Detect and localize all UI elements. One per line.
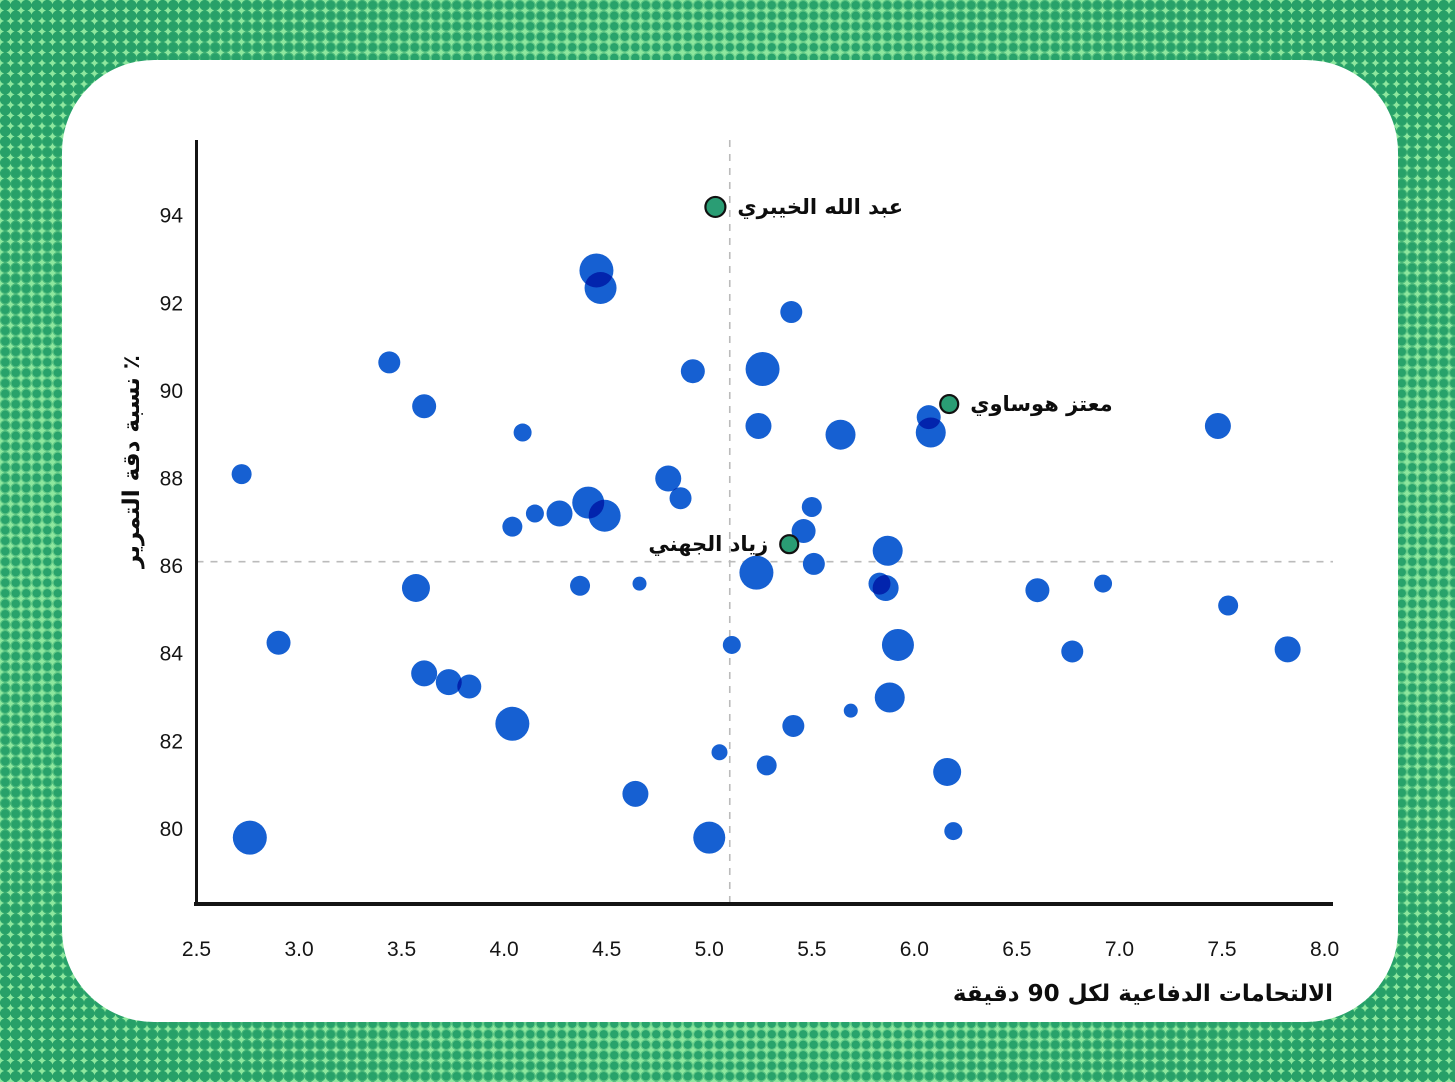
bubble: [584, 271, 617, 304]
bubble: [872, 575, 899, 601]
bubble: [933, 757, 962, 786]
chart-card: [62, 60, 1398, 1022]
bubble: [739, 555, 774, 590]
bubble: [525, 504, 544, 523]
bubble: [872, 535, 903, 566]
bubble: [791, 519, 816, 544]
y-tick-label: 80: [160, 818, 183, 841]
bubble: [915, 417, 946, 448]
bubble: [1094, 574, 1113, 593]
x-tick-label: 3.5: [387, 938, 416, 961]
bubble: [266, 630, 291, 655]
bubble: [693, 821, 726, 854]
bubble: [1025, 578, 1050, 603]
x-axis-title: الالتحامات الدفاعية لكل 90 دقيقة: [953, 981, 1333, 1007]
x-tick-label: 6.0: [900, 938, 929, 961]
bubble: [669, 487, 692, 510]
bubble: [495, 706, 530, 741]
y-axis-title: نسبة دقة التمرير ٪: [119, 355, 145, 569]
bubble: [412, 394, 437, 419]
highlighted-player-label: زياد الجهني: [648, 532, 768, 556]
x-tick-label: 5.0: [695, 938, 724, 961]
bubble: [588, 499, 621, 532]
bubble: [756, 755, 777, 776]
bubble: [1274, 636, 1301, 663]
bubble: [232, 820, 267, 855]
bubble: [411, 660, 438, 687]
y-tick-label: 92: [160, 292, 183, 315]
x-tick-label: 7.5: [1207, 938, 1236, 961]
bubble: [874, 682, 905, 713]
y-tick-label: 86: [160, 555, 183, 578]
highlighted-player: معتز هوساوي: [939, 392, 1113, 417]
highlighted-player-marker: [939, 393, 960, 415]
highlighted-player-label: معتز هوساوي: [970, 392, 1112, 417]
bubble: [502, 516, 523, 537]
bubble: [546, 500, 573, 527]
x-tick-label: 8.0: [1310, 938, 1339, 961]
bubble: [632, 576, 647, 591]
x-tick-label: 4.0: [490, 938, 519, 961]
x-tick-label: 4.5: [592, 938, 621, 961]
x-tick-label: 2.5: [182, 938, 211, 961]
bubble: [1204, 412, 1231, 439]
bubble: [780, 301, 803, 324]
bubble: [722, 635, 741, 654]
y-tick-label: 88: [160, 468, 183, 491]
bubble: [881, 628, 914, 661]
bubble: [843, 703, 858, 718]
bubble: [802, 552, 825, 575]
bubble: [711, 744, 728, 761]
highlighted-player-label: عبد الله الخيبري: [737, 195, 903, 220]
bubble: [231, 464, 252, 485]
bubble: [622, 780, 649, 807]
bubble: [401, 574, 430, 602]
bubble: [457, 674, 482, 699]
bubble: [570, 575, 591, 596]
bubble: [1218, 595, 1239, 616]
y-tick-label: 84: [160, 643, 184, 666]
highlighted-player-marker: [779, 534, 800, 555]
bubble: [513, 423, 532, 442]
x-tick-label: 5.5: [797, 938, 826, 961]
x-tick-label: 3.0: [284, 938, 313, 961]
y-tick-label: 82: [160, 730, 183, 753]
bubble: [745, 412, 772, 439]
bubble: [1061, 640, 1084, 663]
x-tick-label: 7.0: [1105, 938, 1134, 961]
bubble: [782, 714, 805, 737]
bubble: [745, 352, 780, 386]
bubble: [655, 465, 682, 492]
highlighted-player: عبد الله الخيبري: [704, 195, 903, 220]
bubble: [378, 351, 401, 374]
bubble: [680, 359, 705, 384]
highlighted-player: زياد الجهني: [648, 532, 800, 556]
highlighted-player-marker: [704, 195, 727, 219]
y-tick-label: 94: [160, 205, 184, 228]
bubble: [944, 822, 963, 841]
x-tick-label: 6.5: [1002, 938, 1031, 961]
y-tick-label: 90: [160, 380, 183, 403]
bubble: [825, 419, 856, 450]
bubble: [801, 496, 822, 517]
bubble: [435, 669, 462, 696]
